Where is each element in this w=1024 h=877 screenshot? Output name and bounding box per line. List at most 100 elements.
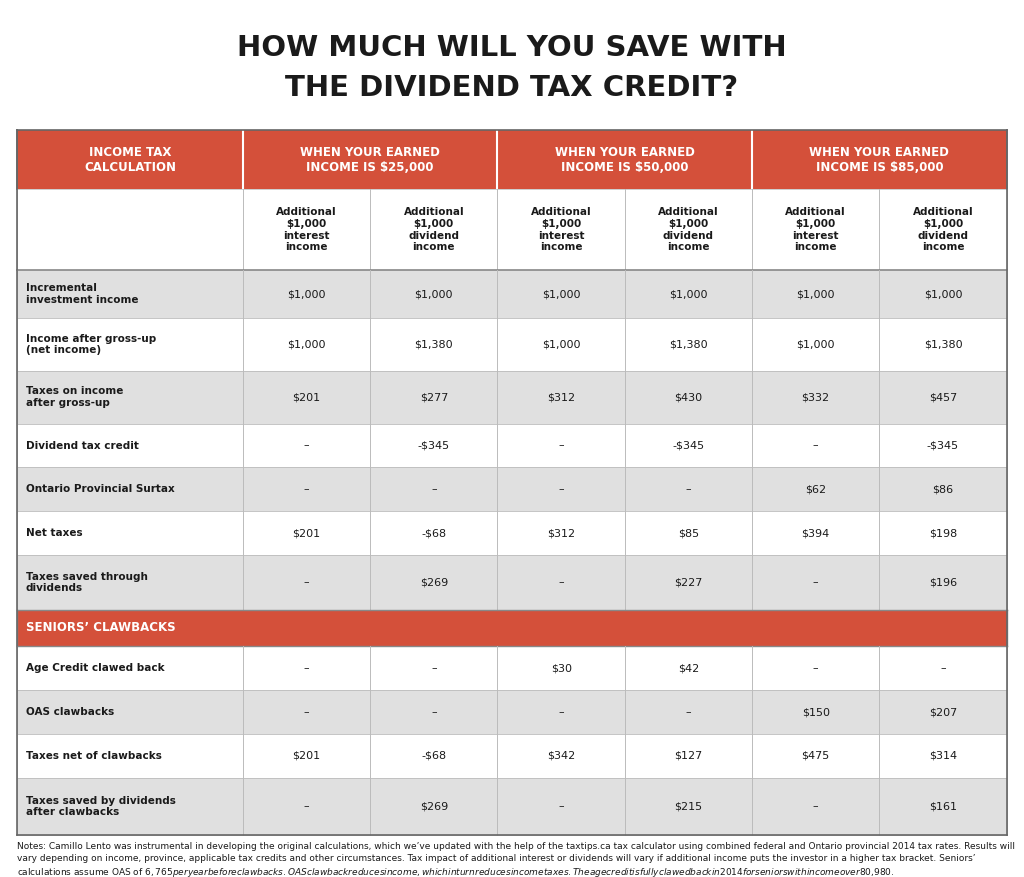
Text: INCOME TAX
CALCULATION: INCOME TAX CALCULATION [84, 146, 176, 174]
Text: $312: $312 [547, 392, 575, 403]
Text: –: – [558, 707, 564, 717]
Text: $1,000: $1,000 [415, 289, 453, 299]
Text: $1,380: $1,380 [924, 339, 963, 350]
Text: Additional
$1,000
interest
income: Additional $1,000 interest income [276, 207, 337, 253]
Text: –: – [940, 663, 946, 674]
Text: Taxes on income
after gross-up: Taxes on income after gross-up [26, 387, 123, 408]
Text: $201: $201 [293, 392, 321, 403]
Text: $42: $42 [678, 663, 699, 674]
Text: $1,380: $1,380 [669, 339, 708, 350]
Text: $201: $201 [293, 751, 321, 761]
Text: $1,000: $1,000 [797, 339, 835, 350]
Bar [17, 610, 1007, 646]
Text: $332: $332 [802, 392, 829, 403]
Text: OAS clawbacks: OAS clawbacks [26, 707, 114, 717]
Text: Incremental
investment income: Incremental investment income [26, 283, 138, 305]
Text: –: – [558, 484, 564, 495]
Text: $475: $475 [802, 751, 829, 761]
Text: –: – [304, 484, 309, 495]
Text: $394: $394 [802, 528, 829, 538]
Text: WHEN YOUR EARNED
INCOME IS $85,000: WHEN YOUR EARNED INCOME IS $85,000 [809, 146, 949, 174]
Text: -$68: -$68 [421, 751, 446, 761]
Text: –: – [813, 663, 818, 674]
Text: $215: $215 [675, 802, 702, 811]
Text: Additional
$1,000
dividend
income: Additional $1,000 dividend income [658, 207, 719, 253]
Text: Age Credit clawed back: Age Credit clawed back [26, 663, 164, 674]
Text: Additional
$1,000
dividend
income: Additional $1,000 dividend income [403, 207, 464, 253]
Bar [17, 778, 1007, 835]
Bar [17, 130, 1007, 189]
Text: $269: $269 [420, 577, 447, 588]
Text: Notes: Camillo Lento was instrumental in developing the original calculations, w: Notes: Camillo Lento was instrumental in… [17, 842, 1016, 877]
Text: –: – [431, 663, 436, 674]
Bar [17, 371, 1007, 424]
Bar [17, 318, 1007, 371]
Text: $277: $277 [420, 392, 449, 403]
Text: $1,000: $1,000 [288, 339, 326, 350]
Text: $1,000: $1,000 [542, 289, 581, 299]
Text: $269: $269 [420, 802, 447, 811]
Text: $430: $430 [675, 392, 702, 403]
Text: –: – [431, 484, 436, 495]
Text: Additional
$1,000
dividend
income: Additional $1,000 dividend income [912, 207, 973, 253]
Text: $85: $85 [678, 528, 699, 538]
Text: $342: $342 [547, 751, 575, 761]
Bar [17, 189, 1007, 270]
Bar [17, 646, 1007, 690]
Text: –: – [304, 802, 309, 811]
Text: -$345: -$345 [673, 440, 705, 451]
Text: –: – [304, 663, 309, 674]
Text: –: – [813, 577, 818, 588]
Text: $1,000: $1,000 [288, 289, 326, 299]
Text: $207: $207 [929, 707, 957, 717]
Text: –: – [431, 707, 436, 717]
Text: $150: $150 [802, 707, 829, 717]
Bar [17, 734, 1007, 778]
Text: –: – [686, 707, 691, 717]
Text: $1,000: $1,000 [669, 289, 708, 299]
Text: Additional
$1,000
interest
income: Additional $1,000 interest income [530, 207, 592, 253]
Text: $1,380: $1,380 [415, 339, 454, 350]
Text: –: – [304, 707, 309, 717]
Text: $161: $161 [929, 802, 957, 811]
Text: Dividend tax credit: Dividend tax credit [26, 440, 138, 451]
Bar [17, 424, 1007, 467]
Text: –: – [304, 440, 309, 451]
Text: $312: $312 [547, 528, 575, 538]
Text: -$345: -$345 [927, 440, 959, 451]
Text: $196: $196 [929, 577, 957, 588]
Text: Income after gross-up
(net income): Income after gross-up (net income) [26, 334, 156, 355]
Bar [17, 690, 1007, 734]
Text: $62: $62 [805, 484, 826, 495]
Text: –: – [558, 440, 564, 451]
Text: $1,000: $1,000 [542, 339, 581, 350]
Text: WHEN YOUR EARNED
INCOME IS $25,000: WHEN YOUR EARNED INCOME IS $25,000 [300, 146, 440, 174]
Text: –: – [558, 577, 564, 588]
Bar [17, 467, 1007, 511]
Text: Taxes saved through
dividends: Taxes saved through dividends [26, 572, 147, 593]
Text: $227: $227 [674, 577, 702, 588]
Text: HOW MUCH WILL YOU SAVE WITH: HOW MUCH WILL YOU SAVE WITH [238, 34, 786, 62]
Text: $1,000: $1,000 [924, 289, 963, 299]
Bar [17, 555, 1007, 610]
Text: $198: $198 [929, 528, 957, 538]
Text: –: – [813, 440, 818, 451]
Text: –: – [813, 802, 818, 811]
Text: –: – [304, 577, 309, 588]
Text: Taxes net of clawbacks: Taxes net of clawbacks [26, 751, 162, 761]
Text: Ontario Provincial Surtax: Ontario Provincial Surtax [26, 484, 174, 495]
Text: THE DIVIDEND TAX CREDIT?: THE DIVIDEND TAX CREDIT? [286, 74, 738, 102]
Bar [17, 511, 1007, 555]
Text: $314: $314 [929, 751, 957, 761]
Text: -$345: -$345 [418, 440, 450, 451]
Text: $201: $201 [293, 528, 321, 538]
Text: $127: $127 [674, 751, 702, 761]
Text: SENIORS’ CLAWBACKS: SENIORS’ CLAWBACKS [26, 622, 175, 634]
Text: WHEN YOUR EARNED
INCOME IS $50,000: WHEN YOUR EARNED INCOME IS $50,000 [555, 146, 694, 174]
Bar [17, 270, 1007, 318]
Text: $30: $30 [551, 663, 571, 674]
Text: $457: $457 [929, 392, 957, 403]
Text: $1,000: $1,000 [797, 289, 835, 299]
Text: –: – [686, 484, 691, 495]
Text: –: – [558, 802, 564, 811]
